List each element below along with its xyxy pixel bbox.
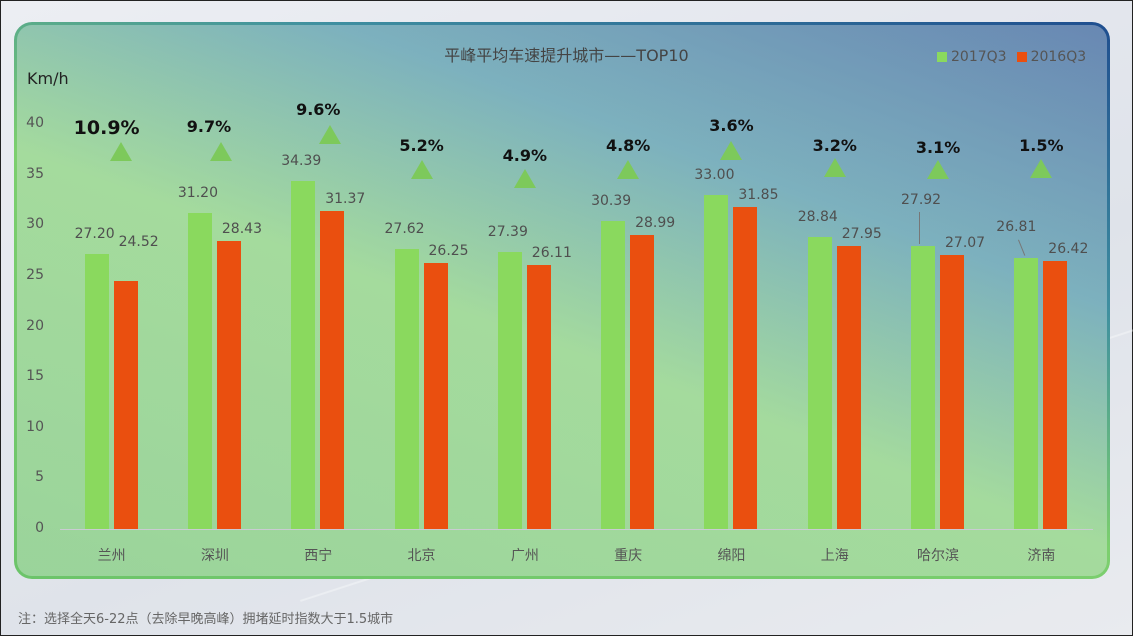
bar-2017q3[interactable] [497, 251, 522, 529]
value-label-2017q3: 34.39 [281, 152, 322, 169]
bar-2016q3[interactable] [216, 241, 241, 529]
up-triangle-icon [319, 125, 342, 144]
up-triangle-icon [1030, 159, 1053, 178]
x-axis-category-label: 兰州 [97, 548, 126, 564]
value-label-2016q3: 28.43 [221, 221, 262, 238]
y-axis-unit-label: Km/h [27, 69, 69, 88]
value-label-2016q3: 31.37 [325, 191, 366, 208]
growth-percent-label: 1.5% [1019, 136, 1064, 155]
y-tick-label: 25 [26, 266, 44, 283]
bar-2017q3[interactable] [704, 194, 729, 529]
growth-percent-label: 3.1% [915, 138, 961, 157]
up-triangle-icon [720, 141, 743, 160]
x-axis-category-label: 济南 [1027, 548, 1056, 564]
legend-swatch-green-icon [937, 52, 947, 62]
value-label-2016q3: 24.52 [118, 233, 159, 250]
legend-swatch-orange-icon [1016, 52, 1027, 62]
value-label-2016q3: 26.42 [1048, 241, 1089, 258]
bar-2017q3[interactable] [1014, 257, 1039, 529]
bar-2017q3[interactable] [187, 213, 212, 529]
value-label-2017q3: 27.20 [74, 225, 115, 242]
legend-item-2017q3[interactable]: 2017Q3 [937, 49, 1007, 65]
growth-percent-label: 4.8% [605, 136, 651, 155]
up-triangle-icon [927, 160, 950, 179]
chart-title: 平峰平均车速提升城市——TOP10 [444, 46, 689, 65]
value-label-2016q3: 28.99 [635, 215, 676, 232]
up-triangle-icon [410, 160, 433, 179]
x-axis-category-label: 北京 [407, 548, 436, 564]
value-label-2017q3: 26.81 [996, 218, 1037, 235]
x-axis-category-label: 哈尔滨 [917, 548, 960, 564]
chart-legend: 2017Q3 2016Q3 [937, 49, 1086, 65]
bar-2016q3[interactable] [630, 235, 655, 529]
y-tick-label: 35 [26, 165, 44, 182]
bar-2017q3[interactable] [601, 221, 626, 529]
y-tick-label: 40 [26, 115, 44, 131]
growth-percent-label: 4.9% [502, 146, 548, 165]
y-tick-label: 15 [26, 368, 44, 385]
growth-percent-label: 5.2% [399, 136, 444, 155]
label-leader-line [919, 212, 921, 245]
bar-2016q3[interactable] [836, 246, 861, 529]
value-label-2016q3: 26.25 [428, 243, 469, 260]
x-axis-baseline [60, 529, 1093, 530]
value-label-2017q3: 33.00 [694, 166, 735, 183]
legend-label: 2017Q3 [951, 49, 1007, 65]
value-label-2016q3: 31.85 [738, 186, 779, 203]
value-label-2017q3: 27.92 [901, 192, 942, 209]
x-axis-category-label: 重庆 [614, 548, 643, 564]
bar-2016q3[interactable] [1043, 261, 1068, 529]
y-tick-label: 20 [26, 317, 44, 334]
value-label-2017q3: 30.39 [591, 193, 632, 210]
bar-2016q3[interactable] [423, 263, 448, 529]
y-tick-label: 5 [35, 469, 44, 486]
up-triangle-icon [109, 142, 132, 161]
bar-2017q3[interactable] [291, 180, 316, 529]
value-label-2016q3: 27.07 [945, 234, 986, 251]
bar-2017q3[interactable] [84, 253, 109, 529]
bar-2017q3[interactable] [394, 249, 419, 529]
growth-percent-label: 9.6% [296, 100, 341, 119]
up-triangle-icon [513, 169, 536, 188]
x-axis-category-label: 西宁 [304, 548, 333, 564]
x-axis-category-label: 绵阳 [717, 548, 746, 564]
bar-2016q3[interactable] [733, 206, 758, 529]
bar-2016q3[interactable] [320, 211, 345, 529]
bar-2017q3[interactable] [911, 246, 936, 529]
value-label-2017q3: 28.84 [797, 208, 838, 225]
y-tick-label: 30 [26, 216, 44, 233]
value-label-2017q3: 27.39 [487, 223, 528, 240]
value-label-2016q3: 26.11 [531, 244, 572, 261]
bar-2016q3[interactable] [113, 280, 138, 529]
y-tick-label: 10 [26, 418, 44, 435]
up-triangle-icon [617, 160, 640, 179]
bar-2017q3[interactable] [807, 236, 832, 529]
growth-percent-label: 9.7% [186, 117, 232, 136]
value-label-2017q3: 27.62 [384, 221, 425, 238]
bar-2016q3[interactable] [526, 264, 551, 529]
x-axis-category-label: 上海 [820, 548, 849, 564]
x-axis-category-label: 深圳 [200, 548, 229, 564]
growth-percent-label: 3.2% [812, 136, 857, 155]
legend-label: 2016Q3 [1030, 49, 1087, 65]
value-label-2017q3: 31.20 [177, 185, 218, 202]
bar-2016q3[interactable] [940, 254, 965, 529]
growth-percent-label: 10.9% [73, 117, 140, 139]
footnote: 注：选择全天6-22点（去除早晚高峰）拥堵延时指数大于1.5城市 [18, 612, 394, 627]
growth-percent-label: 3.6% [709, 116, 754, 135]
y-tick-label: 0 [35, 520, 44, 536]
up-triangle-icon [823, 158, 846, 177]
up-triangle-icon [209, 142, 232, 161]
legend-item-2016q3[interactable]: 2016Q3 [1016, 49, 1087, 65]
value-label-2016q3: 27.95 [841, 226, 882, 242]
x-axis-category-label: 广州 [510, 548, 539, 564]
